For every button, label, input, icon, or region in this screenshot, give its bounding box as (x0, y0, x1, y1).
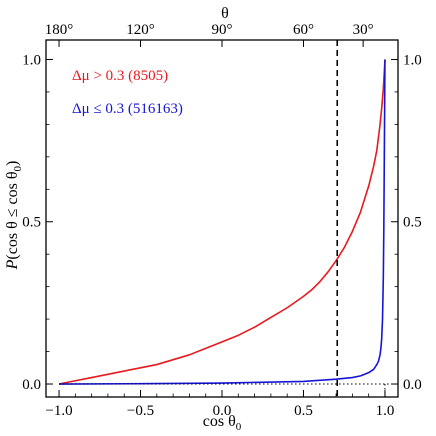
y-tick-label-right: 0.5 (403, 215, 422, 231)
y-tick-label-left: 1.0 (22, 52, 41, 68)
reference-lines (59, 40, 398, 397)
x-axis-label: cos θ0 (203, 413, 242, 433)
top-tick-label: 90° (212, 22, 233, 38)
legend: Δμ > 0.3 (8505) Δμ ≤ 0.3 (516163) (72, 68, 183, 117)
top-tick-label: 120° (126, 22, 155, 38)
y-tick-label-right: 1.0 (403, 52, 422, 68)
series-line-0 (58, 59, 386, 385)
y-tick-label-left: 0.5 (22, 215, 41, 231)
series-line-1 (59, 59, 386, 385)
x-tick-label: −0.5 (127, 403, 154, 419)
plot-frame (45, 39, 399, 398)
x-tick-label: −1.0 (45, 403, 72, 419)
top-tick-label: 30° (353, 22, 374, 38)
legend-entry-high-dmu: Δμ > 0.3 (8505) (72, 68, 168, 84)
top-axis-label: θ (221, 5, 229, 22)
y-tick-label-right: 0.0 (403, 377, 422, 393)
x-tick-label: 0.5 (294, 403, 313, 419)
x-tick-label: 1.0 (376, 403, 395, 419)
legend-entry-low-dmu: Δμ ≤ 0.3 (516163) (72, 101, 183, 117)
top-tick-label: 180° (45, 22, 74, 38)
y-tick-label-left: 0.0 (22, 377, 41, 393)
top-tick-label: 60° (293, 22, 314, 38)
y-axis-label: P(cos θ ≤ cos θ0) (4, 161, 24, 271)
series-layer (58, 59, 386, 385)
x-tick-label: 0.0 (213, 403, 232, 419)
